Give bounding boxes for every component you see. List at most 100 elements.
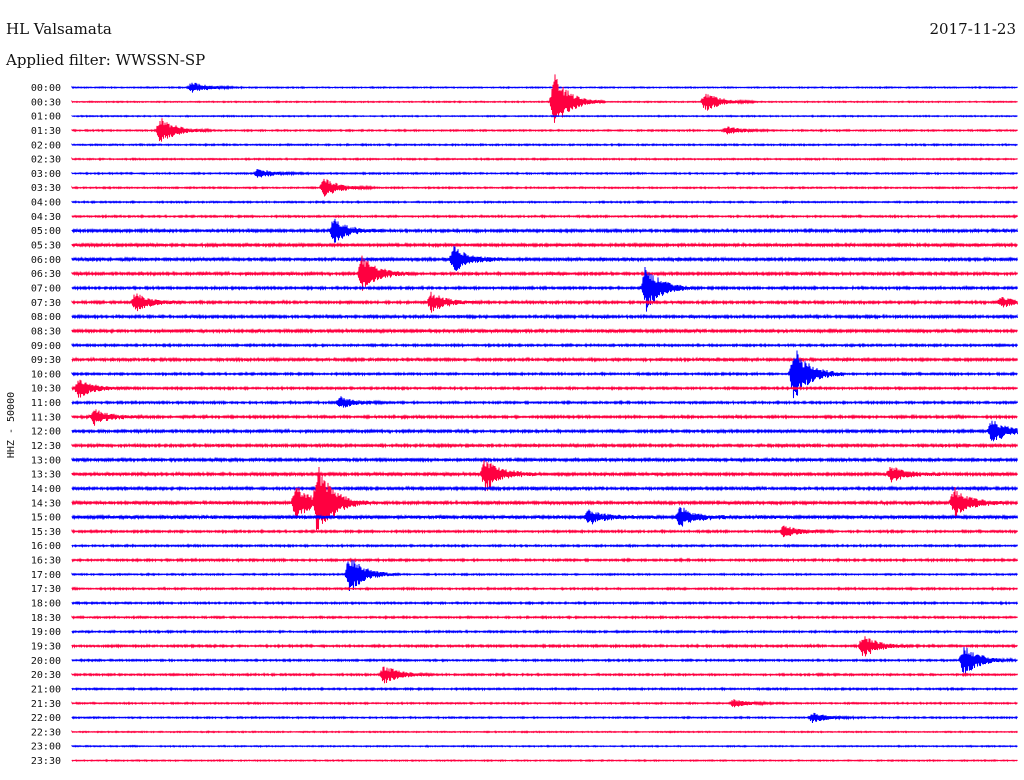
row-label: 02:00: [31, 140, 61, 151]
trace-row: [71, 342, 1018, 349]
row-label: 15:00: [31, 513, 61, 524]
trace-row: [71, 442, 1018, 449]
trace-row: [71, 118, 1018, 142]
y-axis-label: HHZ - 50000: [6, 392, 17, 458]
trace-row: [71, 82, 1018, 93]
trace-row: [71, 114, 1018, 118]
trace-row: [71, 178, 1018, 197]
trace-row: [71, 266, 1018, 312]
row-label: 12:30: [31, 441, 61, 452]
seismic-traces: [71, 74, 1018, 763]
trace-row: [71, 758, 1018, 763]
row-label: 17:30: [31, 584, 61, 595]
trace-row: [71, 245, 1018, 271]
row-label: 14:00: [31, 484, 61, 495]
trace-row: [71, 460, 1018, 491]
row-label: 16:00: [31, 541, 61, 552]
trace-row: [71, 744, 1018, 749]
trace-row: [71, 241, 1018, 249]
row-label: 00:30: [31, 97, 61, 108]
trace-row: [71, 467, 1018, 531]
row-label: 20:00: [31, 656, 61, 667]
row-label: 03:00: [31, 169, 61, 180]
trace-row: [71, 356, 1018, 363]
trace-row: [71, 379, 1018, 398]
trace-row: [71, 647, 1018, 674]
trace-row: [71, 169, 1018, 178]
row-label: 01:00: [31, 112, 61, 123]
trace-row: [71, 350, 1018, 399]
row-label: 11:30: [31, 412, 61, 423]
filter-label: Applied filter: WWSSN-SP: [6, 51, 206, 69]
row-label: 04:30: [31, 212, 61, 223]
trace-row: [71, 543, 1018, 549]
row-label: 05:30: [31, 241, 61, 252]
trace-row: [71, 525, 1018, 538]
row-label: 14:30: [31, 498, 61, 509]
row-label: 18:30: [31, 613, 61, 624]
trace-row: [71, 729, 1018, 734]
row-label: 22:00: [31, 713, 61, 724]
station-title: HL Valsamata: [6, 20, 112, 38]
trace-row: [71, 600, 1018, 606]
trace-row: [71, 699, 1018, 708]
trace-row: [71, 629, 1018, 635]
row-label: 18:00: [31, 599, 61, 610]
trace-row: [71, 74, 1018, 123]
row-label: 13:00: [31, 455, 61, 466]
trace-row: [71, 586, 1018, 592]
trace-row: [71, 506, 1018, 527]
trace-row: [71, 199, 1018, 205]
trace-row: [71, 420, 1018, 442]
row-label: 15:30: [31, 527, 61, 538]
row-label: 00:00: [31, 83, 61, 94]
row-label: 07:30: [31, 298, 61, 309]
trace-row: [71, 291, 1018, 313]
row-label: 17:00: [31, 570, 61, 581]
row-label: 03:30: [31, 183, 61, 194]
row-label: 02:30: [31, 155, 61, 166]
row-label: 21:30: [31, 699, 61, 710]
row-label: 19:00: [31, 627, 61, 638]
row-label: 06:30: [31, 269, 61, 280]
date-label: 2017-11-23: [929, 20, 1016, 38]
row-label: 07:00: [31, 283, 61, 294]
trace-row: [71, 456, 1018, 464]
trace-row: [71, 396, 1018, 408]
row-label: 19:30: [31, 641, 61, 652]
time-labels: 00:00 00:30 01:00 01:30 02:00 02:30 03:00 03:30…: [31, 83, 61, 767]
trace-row: [71, 255, 1018, 291]
trace-row: [71, 557, 1018, 564]
trace-row: [71, 560, 1018, 591]
row-label: 21:00: [31, 684, 61, 695]
trace-row: [71, 636, 1018, 657]
trace-row: [71, 666, 1018, 684]
trace-row: [71, 327, 1018, 335]
trace-row: [71, 313, 1018, 320]
trace-row: [71, 614, 1018, 620]
row-label: 08:00: [31, 312, 61, 323]
row-label: 23:00: [31, 742, 61, 753]
row-label: 11:00: [31, 398, 61, 409]
trace-row: [71, 213, 1018, 219]
row-label: 13:30: [31, 470, 61, 481]
row-label: 22:30: [31, 727, 61, 738]
row-label: 04:00: [31, 198, 61, 209]
row-label: 05:00: [31, 226, 61, 237]
row-label: 06:00: [31, 255, 61, 266]
trace-row: [71, 485, 1018, 492]
trace-row: [71, 686, 1018, 692]
row-label: 23:30: [31, 756, 61, 767]
row-label: 20:30: [31, 670, 61, 681]
trace-row: [71, 142, 1018, 148]
row-label: 01:30: [31, 126, 61, 137]
row-label: 09:30: [31, 355, 61, 366]
row-label: 10:30: [31, 384, 61, 395]
trace-row: [71, 409, 1018, 426]
row-label: 08:30: [31, 326, 61, 337]
row-label: 16:30: [31, 556, 61, 567]
row-label: 10:00: [31, 369, 61, 380]
row-label: 12:00: [31, 427, 61, 438]
trace-row: [71, 218, 1018, 243]
